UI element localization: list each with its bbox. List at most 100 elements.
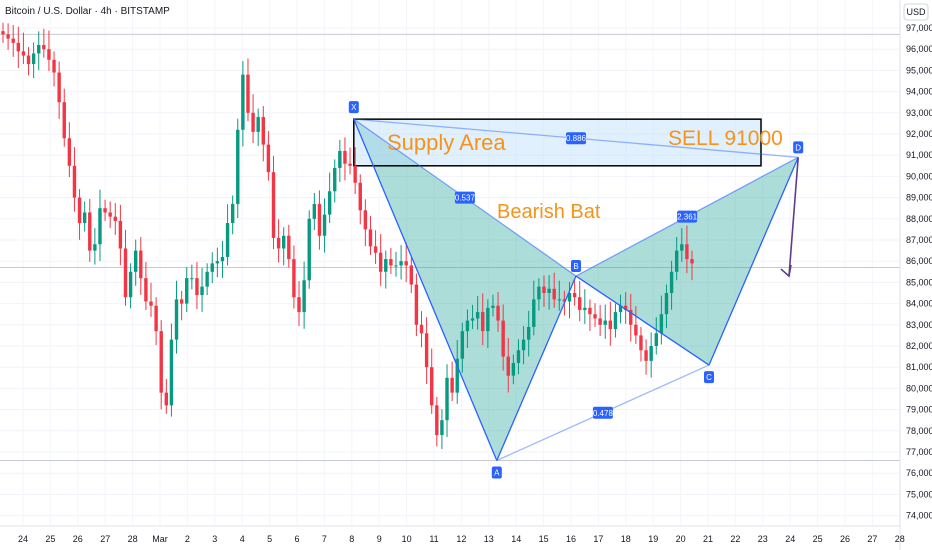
y-tick-label: 97,000 xyxy=(906,23,932,33)
candle-body xyxy=(373,246,378,253)
point-badge xyxy=(571,260,581,273)
y-tick-label: 94,000 xyxy=(906,87,932,97)
ratio-label: 0.886 xyxy=(566,134,587,143)
candle-body xyxy=(271,172,276,238)
candle-body xyxy=(210,263,214,272)
candle-body xyxy=(246,74,250,113)
candle-body xyxy=(526,326,531,340)
x-tick-label: 23 xyxy=(758,534,768,544)
candle-body xyxy=(287,235,291,260)
y-tick-label: 95,000 xyxy=(906,65,932,75)
candle-body xyxy=(338,150,342,168)
x-tick-label: 27 xyxy=(867,534,877,544)
candle-body xyxy=(37,44,41,54)
candle-body xyxy=(368,229,373,247)
y-tick-label: 90,000 xyxy=(906,171,932,181)
candle-body xyxy=(52,59,56,73)
candle-body xyxy=(67,138,72,166)
price-axis[interactable]: 74,000 75,000 76,000 77,000 78,000 79,000 80,0… xyxy=(899,0,932,550)
y-tick-label: 78,000 xyxy=(906,426,932,436)
x-tick-label: 26 xyxy=(73,534,83,544)
candle-body xyxy=(623,305,628,310)
candle-body xyxy=(230,203,235,224)
candle-body xyxy=(680,244,684,251)
candle-body xyxy=(236,129,240,204)
candle-body xyxy=(654,333,658,346)
candle-body xyxy=(399,261,403,266)
candle-body xyxy=(103,208,107,213)
candle-body xyxy=(327,191,332,215)
candle-body xyxy=(88,212,92,251)
ratio-label: 2.361 xyxy=(677,213,698,222)
candle-body xyxy=(123,248,128,298)
candle-body xyxy=(567,293,572,302)
y-tick-label: 89,000 xyxy=(906,193,932,203)
y-tick-label: 74,000 xyxy=(906,511,932,521)
candle-body xyxy=(133,250,138,272)
point-badge xyxy=(704,371,714,384)
time-axis[interactable]: 24 25 26 27 28 Mar 2 3 4 5 6 7 8 9 10 11 12 13 14 15 16 17 18 1… xyxy=(0,525,905,544)
candle-body xyxy=(572,293,577,298)
candle-body xyxy=(42,44,46,50)
x-tick-label: 7 xyxy=(322,534,327,544)
y-tick-label: 91,000 xyxy=(906,150,932,160)
x-tick-label: 8 xyxy=(349,534,354,544)
x-tick-label: 13 xyxy=(484,534,494,544)
currency-badge[interactable]: USD xyxy=(903,3,929,21)
candle-body xyxy=(302,280,306,313)
x-tick-label: 10 xyxy=(402,534,412,544)
ratio-badge xyxy=(454,191,475,204)
candle-body xyxy=(200,286,204,296)
candle-body xyxy=(358,182,362,211)
candle-body xyxy=(424,333,429,368)
point-label-a: A xyxy=(494,468,500,477)
ratio-label: 0.478 xyxy=(593,409,614,418)
candle-body xyxy=(491,305,495,308)
y-tick-label: 96,000 xyxy=(906,44,932,54)
candle-body xyxy=(98,208,102,245)
candle-body xyxy=(603,320,607,325)
candle-body xyxy=(108,212,112,217)
point-label-d: D xyxy=(795,143,801,152)
x-tick-label: 4 xyxy=(240,534,245,544)
candle-body xyxy=(465,320,470,332)
candle-body xyxy=(455,358,459,393)
candle-body xyxy=(215,261,220,264)
candle-body xyxy=(562,299,567,302)
candle-body xyxy=(282,235,286,249)
arrow-shaft xyxy=(788,157,799,277)
y-tick-label: 85,000 xyxy=(906,277,932,287)
y-tick-label: 82,000 xyxy=(906,341,932,351)
candle-body xyxy=(414,284,419,325)
candle-body xyxy=(363,210,368,230)
candle-body xyxy=(159,331,163,393)
candle-body xyxy=(542,286,546,293)
candle-body xyxy=(205,271,209,287)
x-tick-label: 14 xyxy=(511,534,521,544)
sell-label: SELL 91000 xyxy=(668,127,783,150)
y-tick-label: 75,000 xyxy=(906,489,932,499)
candle-body xyxy=(179,299,184,304)
x-tick-label: Mar xyxy=(152,534,168,544)
ratio-label: 0.537 xyxy=(455,194,476,203)
xab-triangle xyxy=(353,119,576,461)
candle-body xyxy=(629,309,633,325)
candle-body xyxy=(664,293,669,315)
candle-body xyxy=(113,216,117,221)
projection-arrow xyxy=(780,157,799,278)
candle-body xyxy=(588,307,592,315)
candle-body xyxy=(430,367,434,406)
candle-body xyxy=(333,167,337,192)
candle-body xyxy=(690,259,694,264)
candle-body xyxy=(266,144,271,173)
candle-body xyxy=(164,392,169,406)
y-tick-label: 83,000 xyxy=(906,320,932,330)
candle-body xyxy=(593,314,597,319)
candle-body xyxy=(618,305,623,313)
x-tick-label: 27 xyxy=(100,534,110,544)
x-tick-label: 24 xyxy=(18,534,28,544)
grid-lines xyxy=(0,27,900,517)
candle-body xyxy=(169,339,174,406)
candle-body xyxy=(552,288,556,300)
